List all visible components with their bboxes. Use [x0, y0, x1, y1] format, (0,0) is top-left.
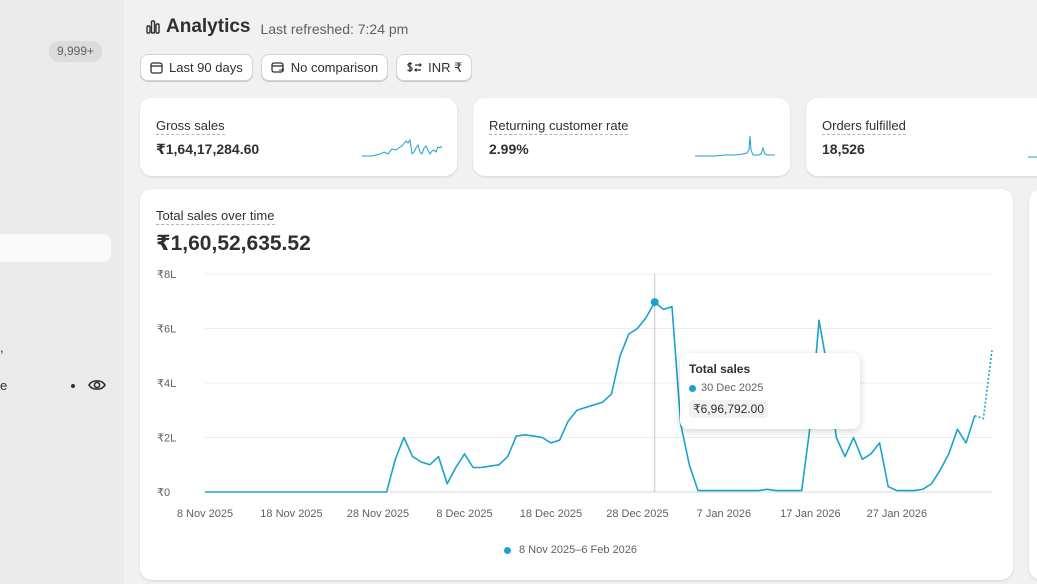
date-range-button[interactable]: Last 90 days [140, 54, 253, 81]
sales-line-chart[interactable]: ₹0 ₹2L ₹4L ₹6L ₹8L 8 Nov 2025 18 Nov 2025 28 No… [140, 189, 1013, 580]
chart-legend[interactable]: 8 Nov 2025–6 Feb 2026 [504, 544, 637, 556]
comparison-button[interactable]: No comparison [260, 54, 389, 81]
metric-card-gross-sales[interactable]: Gross sales ₹1,64,17,284.60 [140, 98, 457, 176]
tooltip-value: ₹6,96,792.00 [689, 400, 769, 418]
metric-card-orders-fulfilled[interactable]: Orders fulfilled 18,526 [806, 98, 1037, 176]
analytics-bar-icon [146, 20, 160, 34]
y-tick-label: ₹8L [157, 269, 176, 281]
page-header: Analytics Last refreshed: 7:24 pm [146, 16, 408, 38]
chart-tooltip: Total sales 30 Dec 2025 ₹6,96,792.00 [680, 353, 860, 429]
x-tick-label: 8 Nov 2025 [177, 508, 233, 520]
x-tick-label: 28 Dec 2025 [606, 508, 668, 520]
metric-label: Returning customer rate [489, 118, 629, 135]
unsaved-dot-icon [71, 384, 75, 388]
page-title: Analytics [166, 16, 251, 37]
currency-exchange-icon [407, 62, 423, 72]
total-sales-chart-card: Total sales over time ₹1,60,52,635.52 ₹0… [140, 189, 1013, 580]
y-tick-label: ₹0 [157, 487, 170, 499]
x-tick-label: 7 Jan 2026 [697, 508, 751, 520]
series-projection-line [974, 350, 993, 420]
highlight-point [650, 298, 659, 307]
x-tick-label: 18 Dec 2025 [520, 508, 582, 520]
legend-dot-icon [504, 546, 511, 554]
tooltip-date-row: 30 Dec 2025 [689, 382, 851, 394]
sidebar-count-badge: 9,999+ [49, 41, 103, 62]
last-refreshed-text: Last refreshed: 7:24 pm [260, 21, 409, 37]
series-line [205, 301, 976, 493]
legend-label: 8 Nov 2025–6 Feb 2026 [519, 544, 638, 556]
metric-label: Gross sales [156, 118, 225, 135]
x-tick-label: 27 Jan 2026 [867, 508, 928, 520]
chart-total-value: ₹1,60,52,635.52 [156, 232, 311, 255]
calendar-icon [150, 62, 163, 74]
x-tick-label: 28 Nov 2025 [347, 508, 409, 520]
y-tick-label: ₹2L [157, 433, 176, 445]
currency-button[interactable]: INR ₹ [396, 54, 473, 81]
calendar-compare-icon [271, 62, 284, 73]
side-panel-card [1029, 189, 1037, 580]
chart-title: Total sales over time [156, 208, 275, 225]
comparison-label: No comparison [290, 60, 379, 75]
sidebar-item-label[interactable]: e [0, 378, 8, 393]
sparkline-gross-sales [362, 138, 442, 157]
metric-card-returning-customer-rate[interactable]: Returning customer rate 2.99% [473, 98, 790, 176]
metric-value: ₹1,64,17,284.60 [156, 141, 260, 157]
date-range-label: Last 90 days [169, 60, 243, 75]
metric-value: 2.99% [489, 141, 529, 157]
tooltip-date: 30 Dec 2025 [701, 382, 764, 394]
y-tick-label: ₹4L [157, 378, 176, 390]
filter-bar: Last 90 days No comparison INR ₹ [140, 54, 473, 81]
eye-icon[interactable] [88, 377, 106, 393]
sidebar-item-label[interactable]: , [0, 340, 4, 355]
series-dot-icon [689, 384, 696, 392]
y-tick-label: ₹6L [157, 324, 176, 336]
metric-label: Orders fulfilled [822, 118, 906, 135]
sidebar-item-active[interactable] [0, 234, 111, 262]
sidebar: 9,999+ , e [0, 0, 124, 584]
x-tick-label: 17 Jan 2026 [780, 508, 841, 520]
metric-value: 18,526 [822, 141, 865, 157]
sparkline-returning-customer-rate [695, 135, 775, 157]
x-tick-label: 8 Dec 2025 [436, 508, 492, 520]
currency-label: INR ₹ [428, 59, 463, 75]
x-tick-label: 18 Nov 2025 [260, 508, 322, 520]
sparkline-orders-fulfilled [1028, 156, 1037, 158]
tooltip-title: Total sales [689, 362, 751, 376]
